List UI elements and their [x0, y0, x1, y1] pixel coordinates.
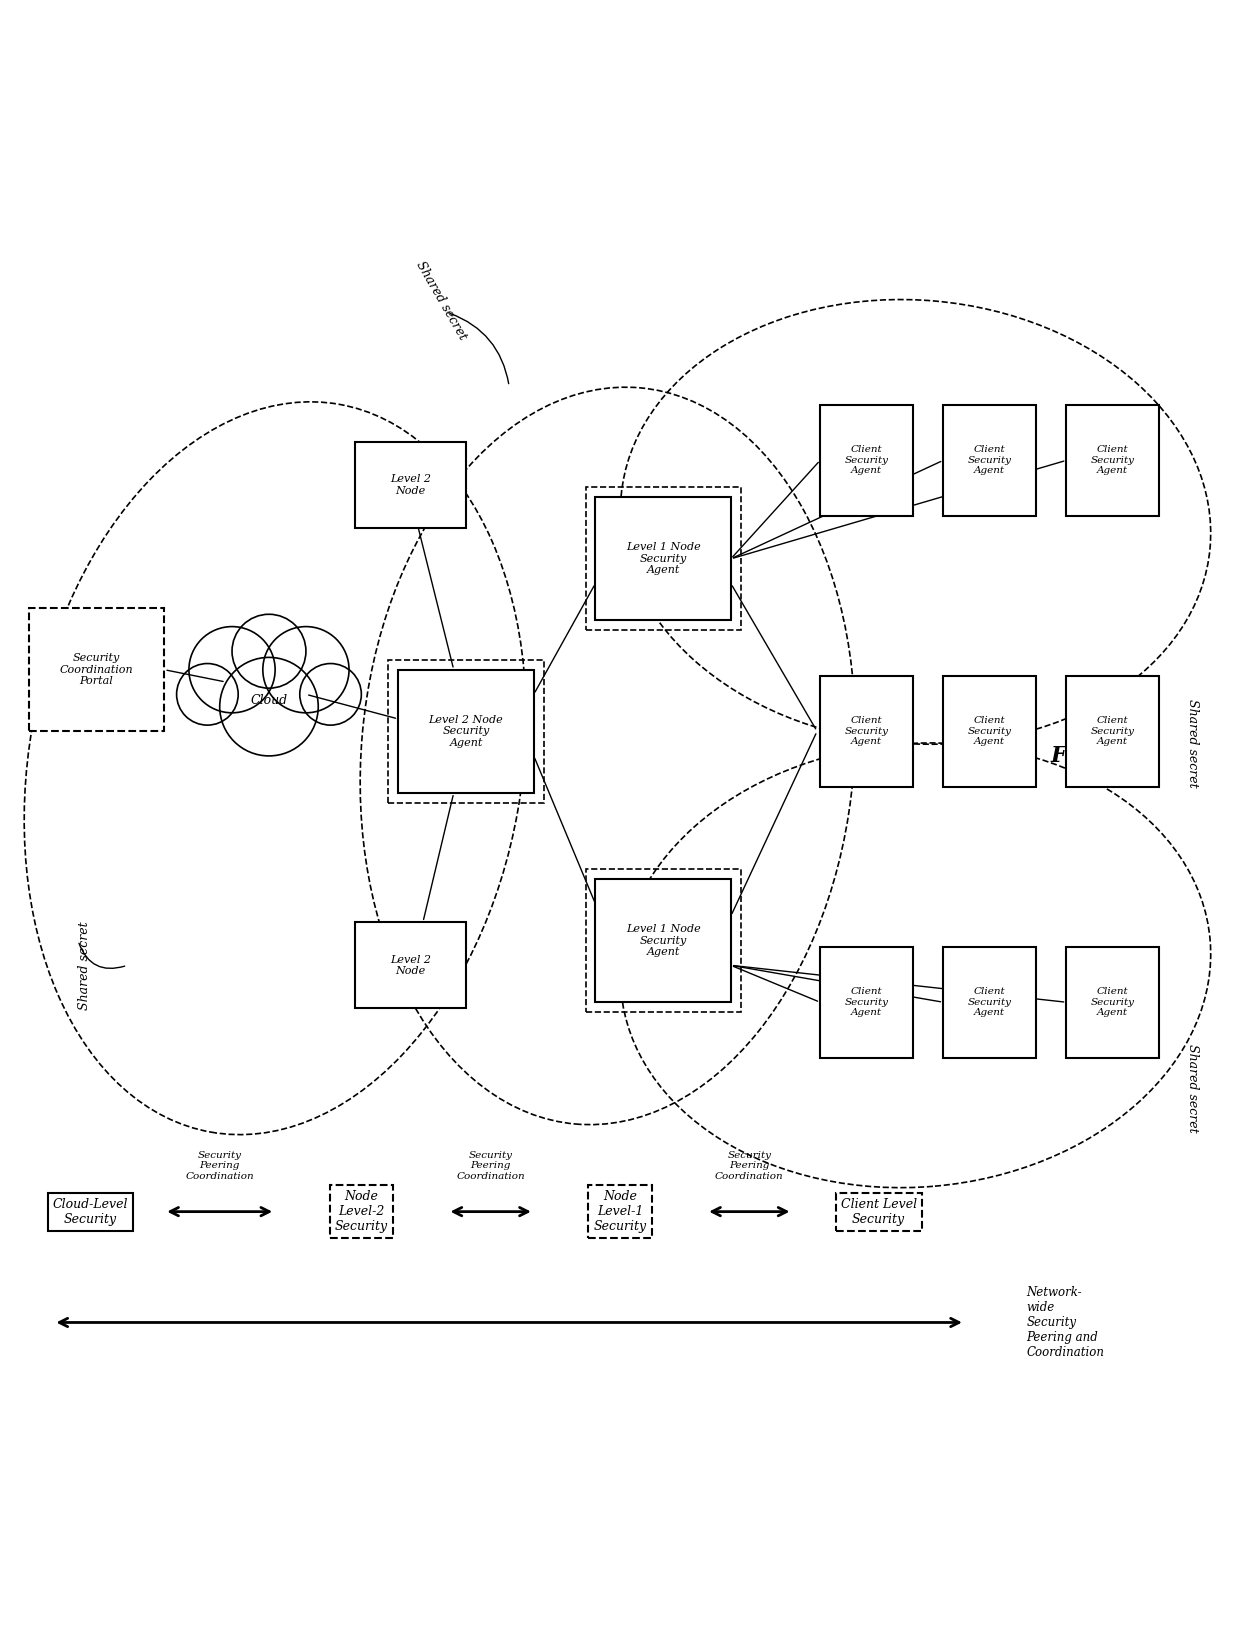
Circle shape — [300, 664, 361, 726]
FancyBboxPatch shape — [944, 947, 1035, 1058]
FancyBboxPatch shape — [944, 405, 1035, 515]
Text: Client
Security
Agent: Client Security Agent — [967, 988, 1012, 1017]
Text: Level 2 Node
Security
Agent: Level 2 Node Security Agent — [429, 714, 503, 747]
Text: Client
Security
Agent: Client Security Agent — [1091, 988, 1135, 1017]
FancyBboxPatch shape — [398, 670, 533, 793]
Text: Shared secret: Shared secret — [414, 258, 469, 342]
Circle shape — [176, 664, 238, 726]
FancyBboxPatch shape — [355, 441, 466, 528]
FancyBboxPatch shape — [820, 947, 913, 1058]
Text: Security
Peering
Coordination: Security Peering Coordination — [456, 1151, 525, 1180]
Text: Node
Level-2
Security: Node Level-2 Security — [335, 1190, 388, 1233]
FancyBboxPatch shape — [355, 922, 466, 1009]
Text: Network-
wide
Security
Peering and
Coordination: Network- wide Security Peering and Coord… — [1027, 1287, 1105, 1359]
Text: Cloud-Level
Security: Cloud-Level Security — [52, 1197, 128, 1226]
Circle shape — [263, 626, 348, 713]
Text: Security
Coordination
Portal: Security Coordination Portal — [60, 652, 134, 687]
Text: Client
Security
Agent: Client Security Agent — [1091, 716, 1135, 746]
FancyBboxPatch shape — [1066, 405, 1159, 515]
FancyBboxPatch shape — [595, 880, 730, 1002]
FancyBboxPatch shape — [944, 675, 1035, 786]
Text: Client
Security
Agent: Client Security Agent — [967, 445, 1012, 476]
Text: Client
Security
Agent: Client Security Agent — [844, 445, 888, 476]
Text: Node
Level-1
Security: Node Level-1 Security — [594, 1190, 646, 1233]
FancyBboxPatch shape — [29, 608, 164, 731]
FancyBboxPatch shape — [820, 405, 913, 515]
Text: Client
Security
Agent: Client Security Agent — [1091, 445, 1135, 476]
Text: Level 2
Node: Level 2 Node — [391, 474, 432, 495]
FancyBboxPatch shape — [1066, 675, 1159, 786]
Text: FIG. 1: FIG. 1 — [1050, 746, 1126, 767]
Text: Client Level
Security: Client Level Security — [841, 1197, 916, 1226]
Text: Shared secret: Shared secret — [78, 921, 91, 1009]
Text: Client
Security
Agent: Client Security Agent — [967, 716, 1012, 746]
Text: Shared secret: Shared secret — [1185, 700, 1199, 788]
FancyBboxPatch shape — [1066, 947, 1159, 1058]
Text: Client
Security
Agent: Client Security Agent — [844, 988, 888, 1017]
Text: Security
Peering
Coordination: Security Peering Coordination — [715, 1151, 784, 1180]
FancyBboxPatch shape — [820, 675, 913, 786]
Text: Level 2
Node: Level 2 Node — [391, 955, 432, 976]
Circle shape — [188, 626, 275, 713]
FancyBboxPatch shape — [595, 497, 730, 620]
Text: Shared secret: Shared secret — [1185, 1045, 1199, 1133]
Text: Security
Peering
Coordination: Security Peering Coordination — [186, 1151, 254, 1180]
Text: Level 1 Node
Security
Agent: Level 1 Node Security Agent — [626, 924, 701, 956]
Text: Client
Security
Agent: Client Security Agent — [844, 716, 888, 746]
Text: Level 1 Node
Security
Agent: Level 1 Node Security Agent — [626, 543, 701, 576]
Circle shape — [232, 615, 306, 688]
Circle shape — [219, 657, 319, 755]
Text: Cloud: Cloud — [250, 693, 288, 706]
